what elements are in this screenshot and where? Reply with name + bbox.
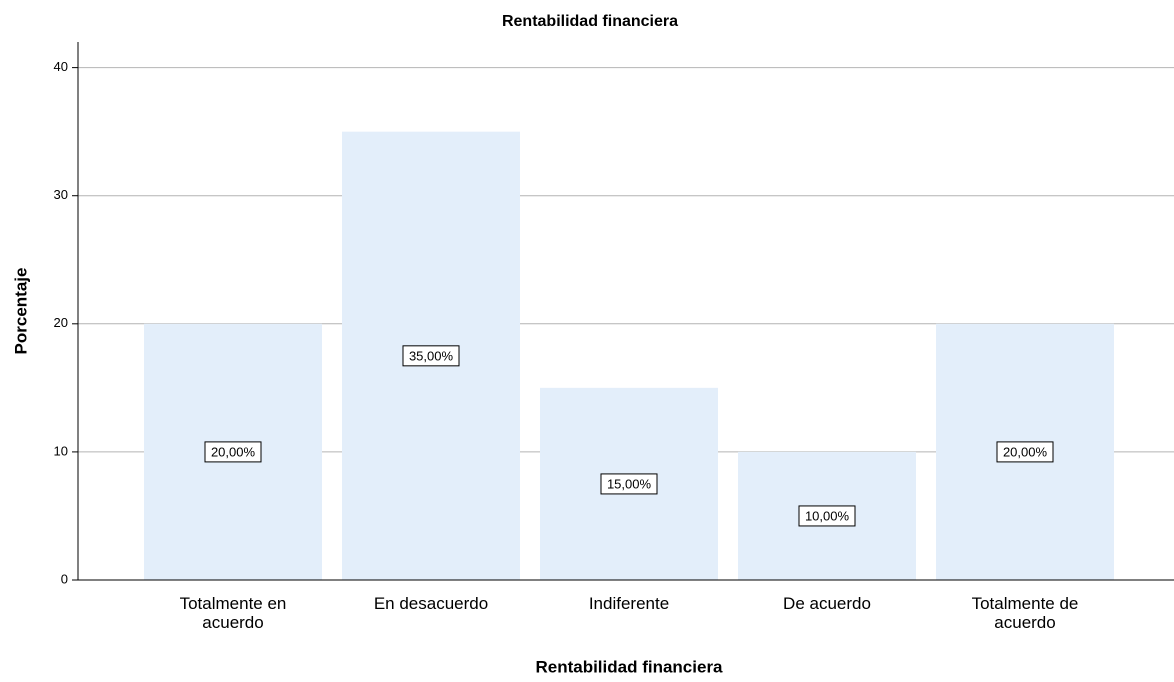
y-tick-label: 0 (61, 571, 68, 586)
x-tick-label: De acuerdo (783, 594, 871, 613)
value-label-box (600, 473, 658, 495)
y-tick-label: 40 (54, 59, 68, 74)
value-label-box (996, 441, 1054, 463)
value-label: 20,00% (211, 444, 256, 459)
x-axis-label: Rentabilidad financiera (535, 657, 723, 676)
y-tick-label: 20 (54, 315, 68, 330)
x-tick-label: En desacuerdo (373, 594, 489, 613)
chart-title: Rentabilidad financiera (502, 13, 678, 30)
x-tick-label: Totalmente en acuerdo (179, 594, 287, 632)
value-label-box (402, 345, 460, 367)
y-tick-label: 10 (54, 443, 68, 458)
y-tick-label: 30 (54, 187, 68, 202)
x-tick-label: Indiferente (588, 594, 670, 613)
value-label: 20,00% (1003, 444, 1048, 459)
value-label-box (798, 505, 856, 527)
x-tick-label: Totalmente de acuerdo (971, 594, 1079, 632)
y-axis-label: Porcentaje (11, 268, 30, 355)
value-label: 15,00% (607, 476, 652, 491)
value-label-box (204, 441, 262, 463)
value-label: 35,00% (409, 348, 454, 363)
value-label: 10,00% (805, 508, 850, 523)
